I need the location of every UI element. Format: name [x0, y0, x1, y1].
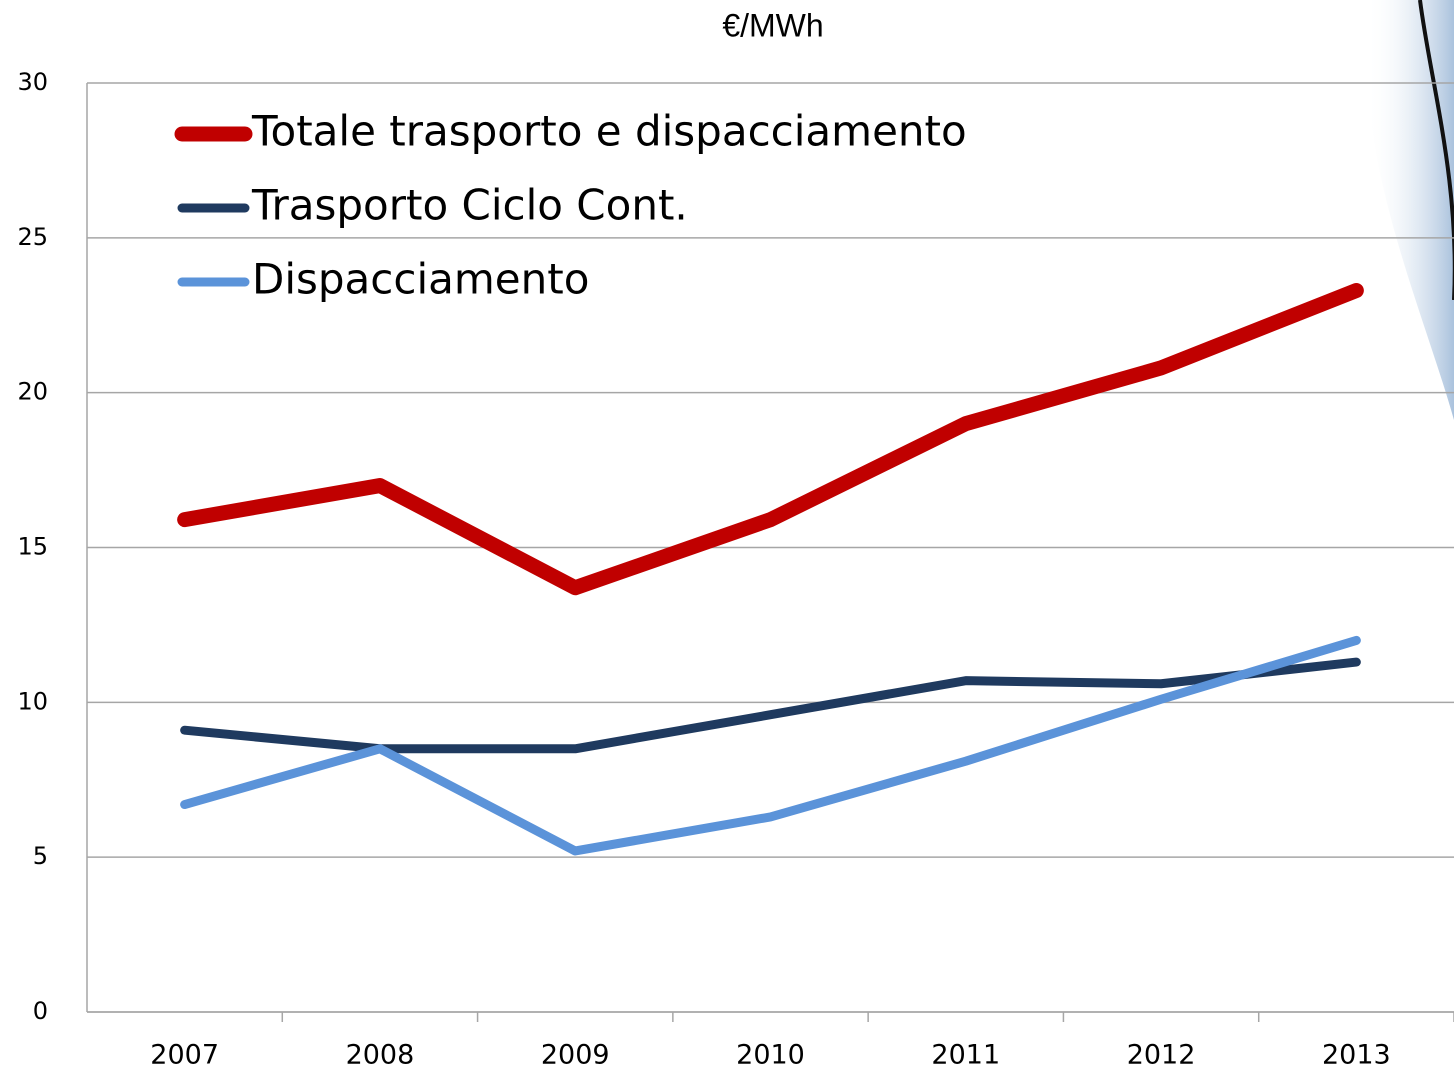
x-tick-label: 2011: [931, 1040, 1000, 1071]
y-tick-label: 0: [33, 997, 48, 1025]
y-tick-label: 5: [33, 842, 48, 870]
x-tick-label: 2007: [150, 1040, 219, 1071]
x-tick-label: 2008: [346, 1040, 415, 1071]
legend-label: Totale trasporto e dispacciamento: [251, 107, 967, 156]
legend-label: Trasporto Ciclo Cont.: [251, 181, 688, 230]
x-tick-label: 2009: [541, 1040, 610, 1071]
y-tick-label: 25: [17, 223, 48, 251]
decoration: [1366, 0, 1454, 420]
y-tick-label: 30: [17, 68, 48, 96]
series-line: [185, 662, 1357, 749]
y-tick-label: 20: [17, 378, 48, 406]
y-tick-label: 10: [17, 687, 48, 715]
legend-label: Dispacciamento: [252, 255, 589, 304]
series-line: [185, 290, 1357, 587]
chart-title: €/MWh: [722, 7, 823, 43]
x-tick-label: 2013: [1322, 1040, 1391, 1071]
y-tick-label: 15: [17, 533, 48, 561]
x-tick-label: 2010: [736, 1040, 805, 1071]
chart: €/MWh 0 5 10 15 20 25 30 2007 2008 2009 2010 2011 20…: [0, 0, 1454, 1073]
x-tick-label: 2012: [1127, 1040, 1196, 1071]
